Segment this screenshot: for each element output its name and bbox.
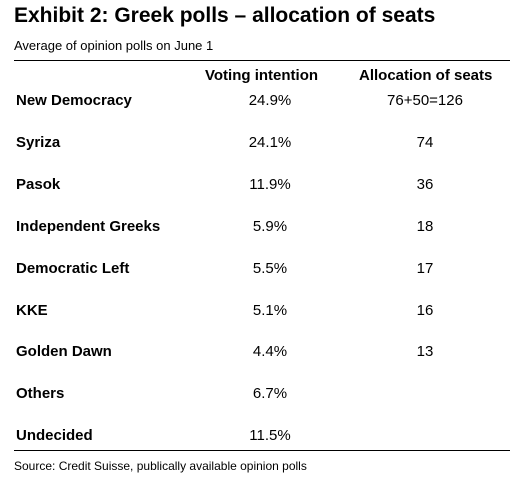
table-row: KKE 5.1% 16 (0, 302, 524, 326)
table-row: Undecided 11.5% (0, 427, 524, 451)
column-header-allocation-of-seats: Allocation of seats (359, 67, 493, 84)
table-row: New Democracy 24.9% 76+50=126 (0, 92, 524, 116)
party-name: Pasok (16, 176, 61, 193)
voting-intention-value: 5.1% (252, 302, 288, 319)
party-name: KKE (16, 302, 48, 319)
party-name: Others (16, 385, 65, 402)
column-header-voting-intention: Voting intention (205, 67, 319, 84)
party-name: Syriza (16, 134, 61, 151)
seat-allocation-value: 16 (416, 302, 434, 319)
seat-allocation-value: 76+50=126 (387, 92, 463, 109)
top-divider (14, 60, 510, 61)
voting-intention-value: 4.4% (252, 343, 288, 360)
voting-intention-value: 6.7% (252, 385, 288, 402)
bottom-divider (14, 450, 510, 451)
table-row: Syriza 24.1% 74 (0, 134, 524, 158)
party-name: Democratic Left (16, 260, 130, 277)
voting-intention-value: 24.1% (248, 134, 292, 151)
seat-allocation-value: 18 (416, 218, 434, 235)
party-name: Independent Greeks (16, 218, 161, 235)
table-row: Democratic Left 5.5% 17 (0, 260, 524, 284)
table-row: Independent Greeks 5.9% 18 (0, 218, 524, 242)
table-row: Others 6.7% (0, 385, 524, 409)
seat-allocation-value: 17 (416, 260, 434, 277)
seat-allocation-value: 74 (416, 134, 434, 151)
chart-subtitle: Average of opinion polls on June 1 (14, 38, 214, 53)
voting-intention-value: 24.9% (248, 92, 292, 109)
party-name: Undecided (16, 427, 93, 444)
seat-allocation-value: 13 (416, 343, 434, 360)
chart-title: Exhibit 2: Greek polls – allocation of s… (14, 4, 436, 27)
voting-intention-value: 5.5% (252, 260, 288, 277)
source-note: Source: Credit Suisse, publically availa… (14, 459, 307, 473)
voting-intention-value: 11.9% (249, 176, 291, 193)
party-name: New Democracy (16, 92, 132, 109)
table-row: Pasok 11.9% 36 (0, 176, 524, 200)
seat-allocation-value: 36 (416, 176, 434, 193)
voting-intention-value: 11.5% (249, 427, 291, 444)
voting-intention-value: 5.9% (252, 218, 288, 235)
table-row: Golden Dawn 4.4% 13 (0, 343, 524, 367)
party-name: Golden Dawn (16, 343, 112, 360)
